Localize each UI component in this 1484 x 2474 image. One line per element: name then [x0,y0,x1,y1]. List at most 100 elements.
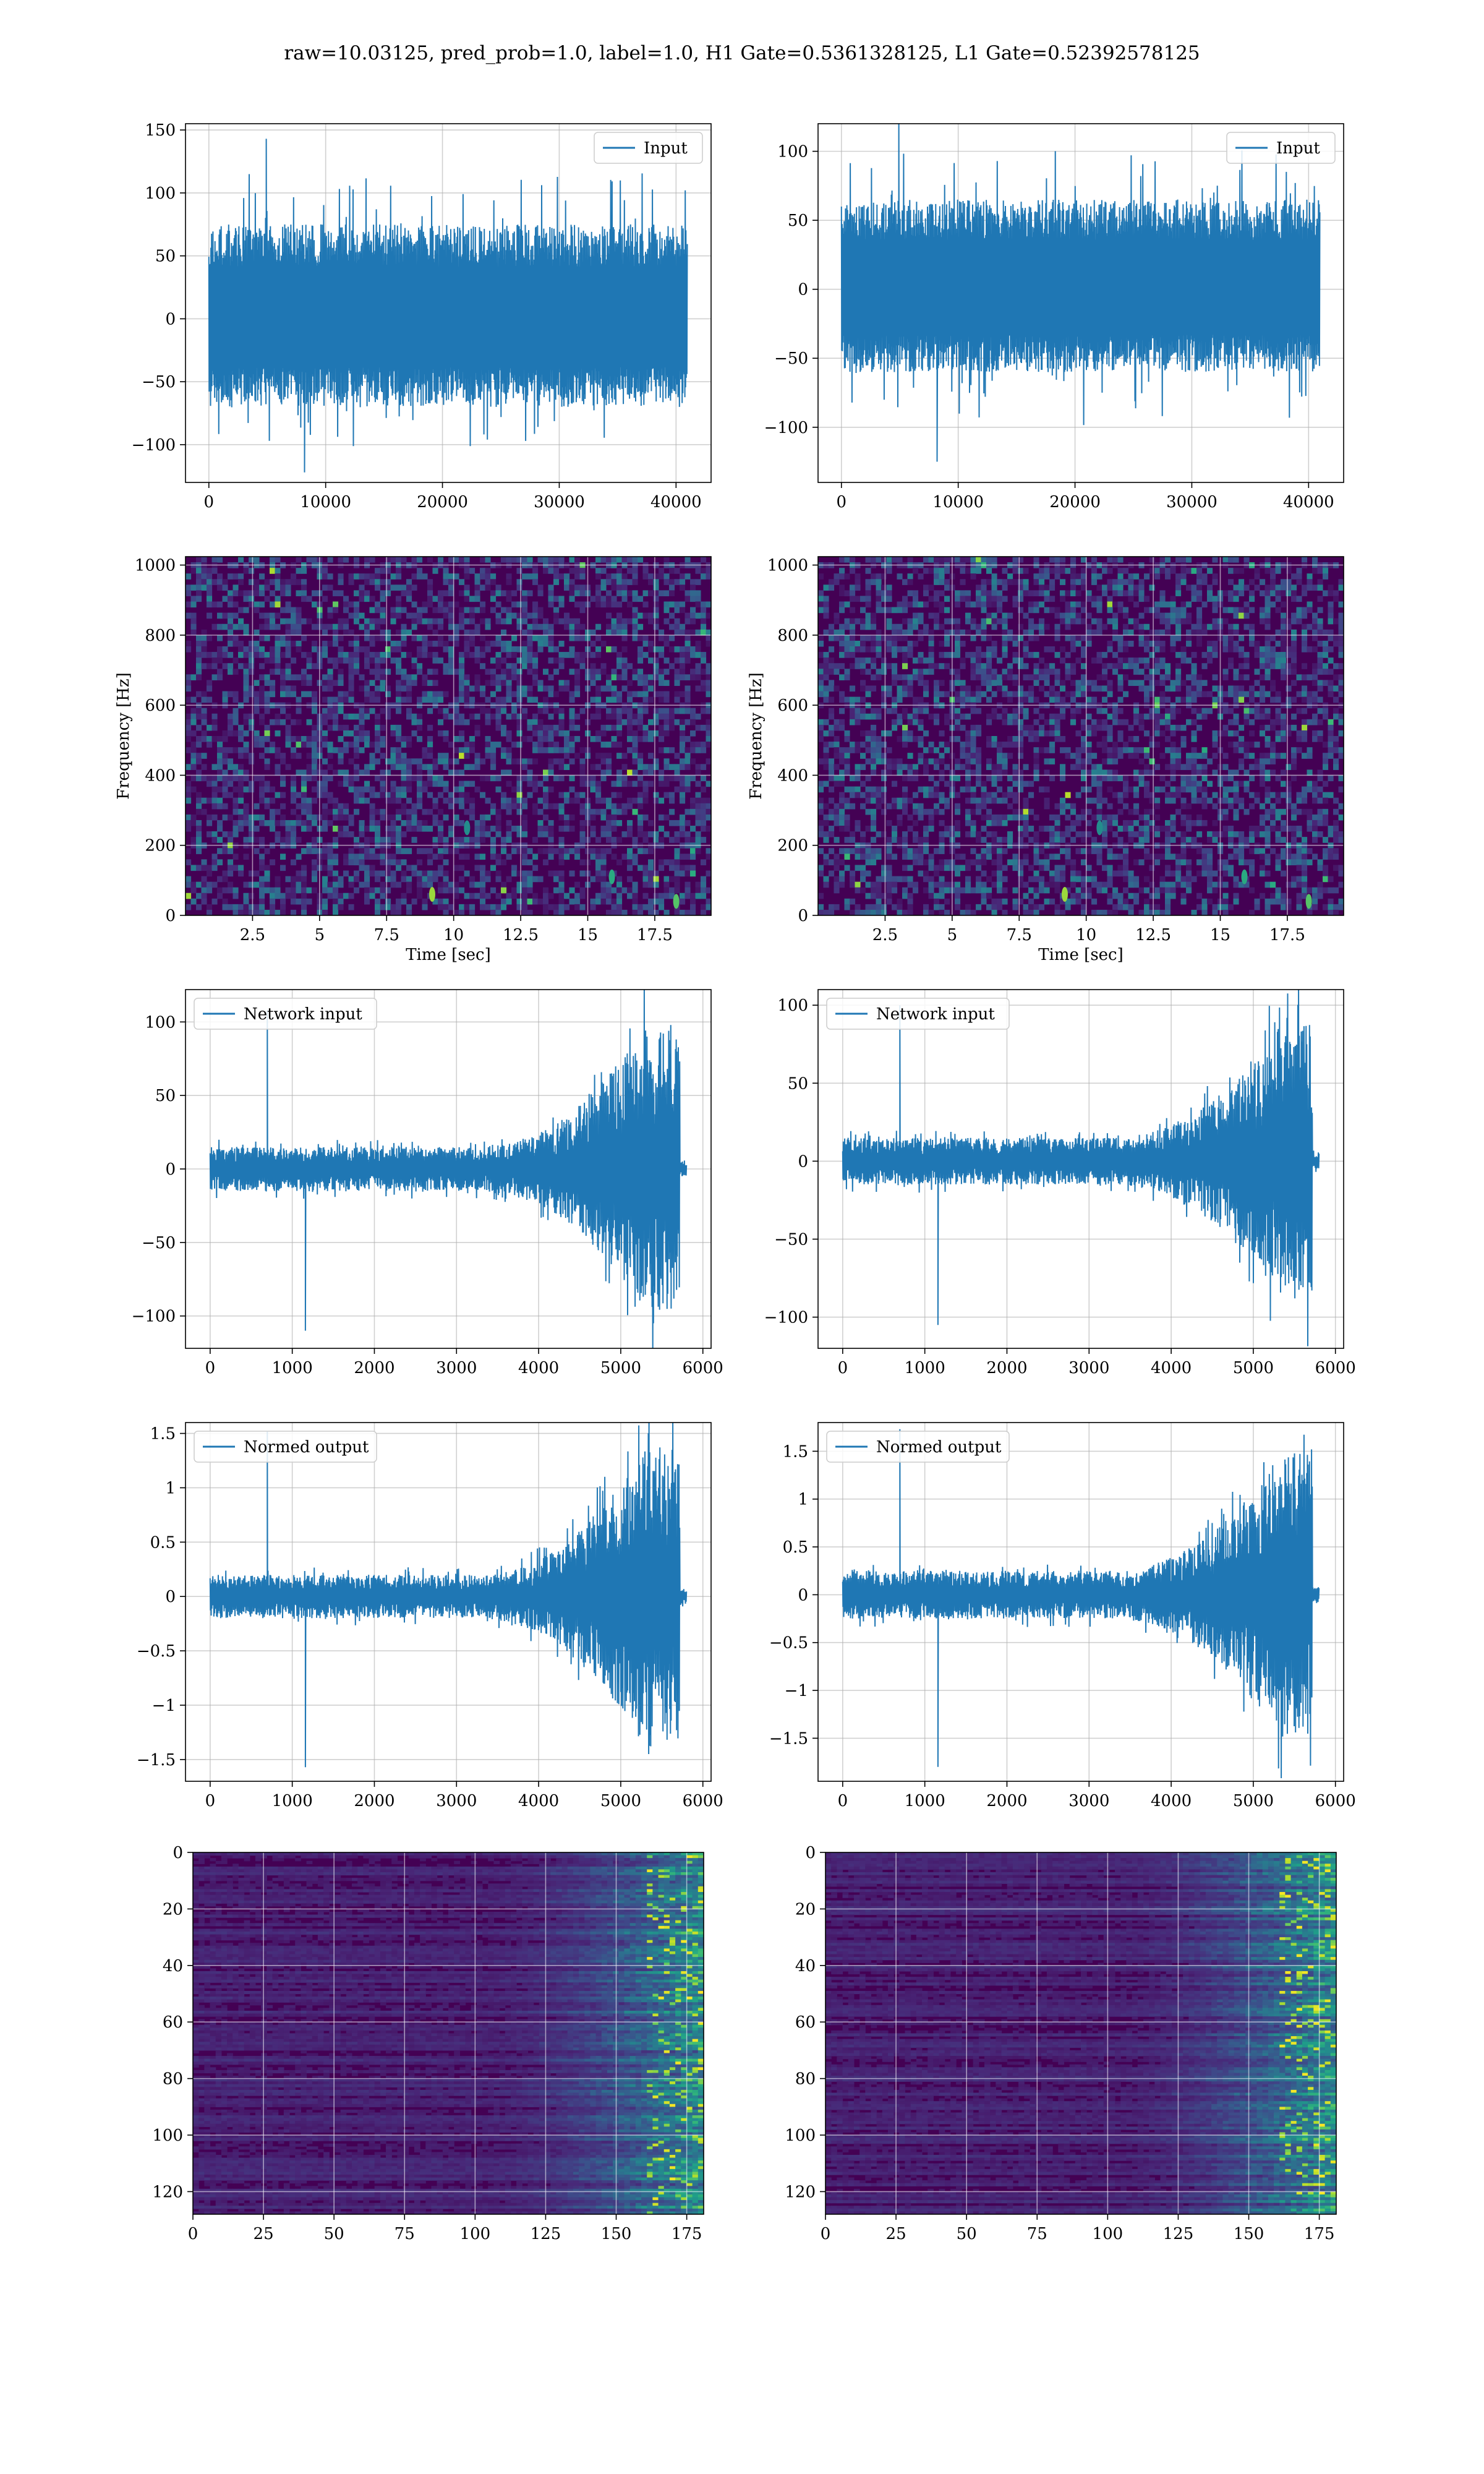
heatmap-cell [270,568,276,574]
heatmap-cell [600,753,607,759]
heatmap-cell [459,803,465,810]
heatmap-cell [970,573,976,580]
heatmap-cell [674,607,680,614]
heatmap-cell [981,680,987,687]
heatmap-cell [312,786,318,793]
heatmap-cell [232,640,239,647]
heatmap-cell [680,719,686,726]
heatmap-cell [918,657,924,664]
heatmap-cell [238,808,244,815]
heatmap-cell [574,657,581,664]
heatmap-cell [243,742,249,748]
heatmap-cell [474,831,480,837]
heatmap-cell [548,831,554,837]
heatmap-cell [196,775,202,782]
heatmap-cell [1007,579,1013,585]
heatmap-cell [1175,674,1182,680]
heatmap-cell [443,601,449,608]
heatmap-cell [621,635,628,641]
heatmap-cell [306,736,312,742]
heatmap-cell [1138,640,1145,647]
heatmap-cell [543,618,549,625]
heatmap-cell [438,820,444,826]
heatmap-cell [1291,629,1297,636]
heatmap-cell [991,623,997,630]
heatmap-cell [207,814,213,821]
heatmap-cell [595,848,602,854]
heatmap-cell [621,753,628,759]
heatmap-cell [1054,652,1060,658]
heatmap-cell [375,792,381,798]
heatmap-cell [621,781,628,787]
heatmap-cell [327,892,333,899]
heatmap-cell [1070,669,1077,675]
heatmap-cell [1328,680,1334,687]
heatmap-cell [348,831,354,837]
heatmap-cell [333,719,339,726]
heatmap-cell [1222,635,1229,641]
heatmap-cell [1222,691,1229,698]
heatmap-cell [354,601,360,608]
heatmap-cell [1281,579,1287,585]
heatmap-cell [375,719,381,726]
heatmap-cell [343,803,349,810]
heatmap-cell [986,652,992,658]
heatmap-cell [669,837,675,843]
heatmap-cell [1123,691,1129,698]
heatmap-cell [1212,579,1218,585]
heatmap-cell [285,887,291,894]
heatmap-cell [558,870,565,877]
heatmap-cell [480,685,486,692]
heatmap-cell [516,881,522,888]
heatmap-cell [438,618,444,625]
heatmap-cell [327,865,333,871]
heatmap-cell [495,640,501,647]
heatmap-cell [653,831,659,837]
heatmap-cell [448,584,454,591]
heatmap-cell [537,635,544,641]
heatmap-cell [401,859,407,866]
heatmap-cell [674,646,680,653]
heatmap-cell [659,696,665,703]
heatmap-cell [632,568,638,574]
heatmap-cell [595,557,602,563]
heatmap-cell [333,837,339,843]
heatmap-cell [390,573,396,580]
heatmap-cell [680,584,686,591]
heatmap-cell [312,691,318,698]
heatmap-cell [1081,663,1087,669]
heatmap-cell [1281,669,1287,675]
heatmap-cell [385,713,391,720]
heatmap-cell [312,837,318,843]
heatmap-cell [548,747,554,753]
heatmap-cell [196,892,202,899]
heatmap-cell [865,685,871,692]
heatmap-cell [301,584,307,591]
heatmap-cell [1281,584,1287,591]
heatmap-cell [1159,557,1166,563]
heatmap-cell [829,708,835,714]
heatmap-cell [674,601,680,608]
x-axis-label: Time [sec] [406,946,491,964]
heatmap-cell [970,601,976,608]
heatmap-cell [659,797,665,804]
heatmap-cell [606,646,612,653]
heatmap-cell [1149,568,1155,574]
heatmap-cell [527,590,533,597]
heatmap-cell [380,657,386,664]
heatmap-cell [579,859,586,866]
heatmap-cell [259,646,265,653]
heatmap-cell [574,674,581,680]
heatmap-cell [474,607,480,614]
heatmap-cell [417,769,423,776]
heatmap-cell [1018,635,1024,641]
heatmap-cell [243,904,249,910]
heatmap-cell [375,724,381,731]
heatmap-cell [642,865,649,871]
heatmap-cell [196,865,202,871]
heatmap-cell [1249,590,1255,597]
heatmap-cell [464,691,470,698]
heatmap-cell [638,691,644,698]
heatmap-cell [1086,596,1092,602]
heatmap-cell [939,568,945,574]
